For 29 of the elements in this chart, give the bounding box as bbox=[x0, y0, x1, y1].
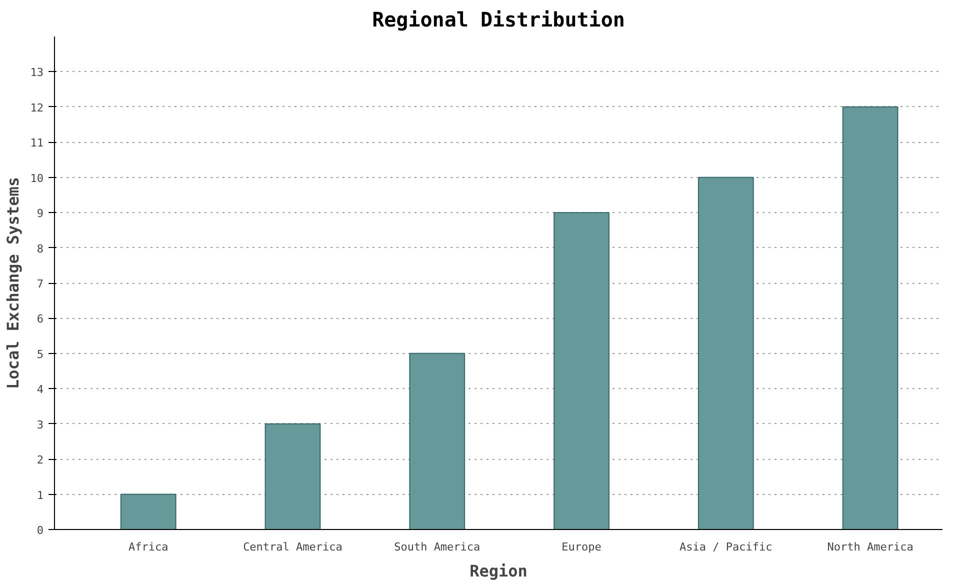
y-tick-label: 5 bbox=[36, 348, 44, 361]
x-tick-label: South America bbox=[394, 540, 480, 554]
x-axis-title: Region bbox=[470, 562, 528, 580]
x-tick-label: Europe bbox=[562, 540, 602, 554]
y-tick-label: 7 bbox=[36, 278, 44, 290]
x-tick-label: Africa bbox=[128, 540, 168, 554]
y-tick-label: 12 bbox=[30, 101, 44, 114]
y-tick-label: 9 bbox=[36, 207, 44, 220]
y-tick-label: 11 bbox=[30, 136, 44, 150]
y-tick-label: 6 bbox=[36, 312, 44, 326]
x-tick-label: Asia / Pacific bbox=[680, 540, 772, 554]
y-axis-title: Local Exchange Systems bbox=[3, 177, 22, 389]
bar bbox=[264, 423, 321, 530]
y-tick-label: 8 bbox=[36, 242, 44, 256]
bar bbox=[554, 212, 610, 530]
x-tick-label: North America bbox=[827, 540, 914, 554]
bar bbox=[120, 494, 176, 530]
y-tick-label: 2 bbox=[36, 454, 44, 467]
y-tick-label: 0 bbox=[36, 524, 44, 537]
bar bbox=[409, 352, 466, 530]
y-tick-label: 3 bbox=[36, 418, 44, 432]
bar bbox=[698, 176, 754, 530]
y-tick-label: 4 bbox=[36, 383, 44, 396]
y-tick-label: 1 bbox=[36, 488, 44, 502]
y-tick-label: 13 bbox=[30, 66, 44, 80]
x-tick-label: Central America bbox=[243, 540, 342, 554]
bar bbox=[842, 106, 898, 530]
y-tick-label: 10 bbox=[30, 172, 44, 185]
chart-title: Regional Distribution bbox=[372, 8, 625, 32]
